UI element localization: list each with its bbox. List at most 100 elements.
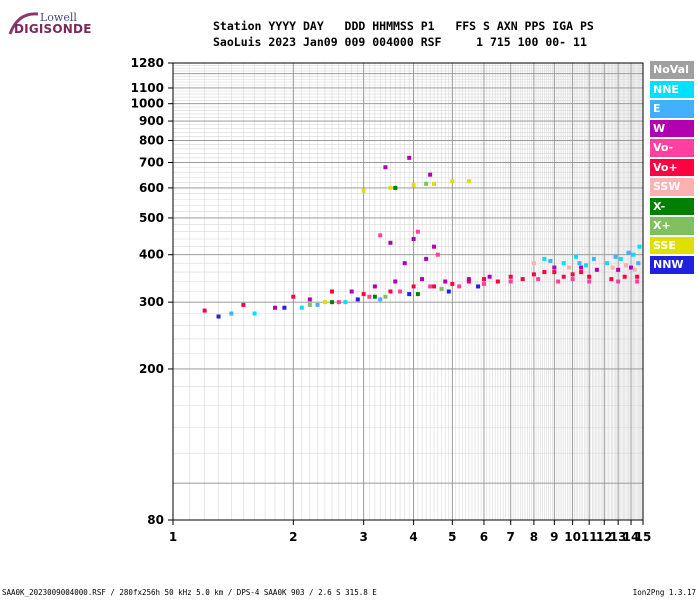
data-point-sse [411,183,416,188]
legend-item-vo-: Vo+ [650,158,694,176]
data-point-vo- [457,284,462,289]
data-point-vo- [330,289,335,294]
data-point-vo- [579,270,584,275]
data-point-nnw [216,314,221,319]
data-point-nnw [282,305,287,310]
data-point-e [613,254,618,259]
data-point-vo- [495,279,500,284]
data-point-w [594,267,599,272]
y-tick-label: 200 [139,362,164,376]
data-point-vo- [411,284,416,289]
data-point-w [466,277,471,282]
data-point-vo- [561,274,566,279]
data-point-x- [439,286,444,291]
footer-version: Ion2Png 1.3.17 [632,588,696,597]
data-point-x- [372,294,377,299]
x-tick-label: 9 [550,530,558,544]
legend-item-e: E [650,100,694,118]
data-point-nne [561,261,566,266]
data-point-vo- [616,279,621,284]
data-point-w [552,265,557,270]
data-point-nnw [355,297,360,302]
data-point-sse [361,188,366,193]
x-tick-label: 7 [507,530,515,544]
data-point-vo- [556,279,561,284]
header-values: SaoLuis 2023 Jan09 009 004000 RSF 1 715 … [213,35,587,49]
data-point-vo- [336,300,341,305]
data-point-vo- [432,284,437,289]
data-point-vo- [481,281,486,286]
data-point-nne [618,256,623,261]
data-point-ssw [623,263,628,268]
data-point-vo- [378,233,383,238]
data-point-x- [424,181,429,186]
data-point-vo- [361,292,366,297]
data-point-w [432,244,437,249]
data-point-vo- [587,274,592,279]
data-point-w [383,165,388,170]
data-point-e [548,259,553,264]
logo-digisonde-text: DIGISONDE [14,22,92,36]
data-point-vo- [435,252,440,257]
y-tick-label: 1280 [131,56,164,70]
data-point-w [402,261,407,266]
data-point-w [407,155,412,160]
y-tick-label: 700 [139,155,164,169]
data-point-w [629,265,634,270]
x-tick-label: 3 [359,530,367,544]
x-tick-label: 14 [623,530,640,544]
x-tick-label: 15 [635,530,652,544]
footer-info: SAA0K_2023009004000.RSF / 280fx256h 50 k… [2,588,377,597]
x-tick-label: 6 [480,530,488,544]
legend-item-sse: SSE [650,236,694,254]
data-point-nne [299,305,304,310]
data-point-x- [330,300,335,305]
x-tick-label: 2 [289,530,297,544]
data-point-vo- [508,279,513,284]
y-tick-label: 400 [139,248,164,262]
data-point-vo- [481,277,486,282]
data-point-w [388,240,393,245]
data-point-vo- [536,277,541,282]
header-labels: Station YYYY DAY DDD HHMMSS P1 FFS S AXN… [213,19,594,33]
data-point-vo- [635,279,640,284]
data-point-e [378,297,383,302]
data-point-sse [432,181,437,186]
data-point-vo- [428,284,433,289]
data-point-x- [415,292,420,297]
data-point-vo- [552,270,557,275]
legend-item-nnw: NNW [650,256,694,274]
y-tick-label: 500 [139,211,164,225]
data-point-nne [252,311,257,316]
data-point-nne [631,252,636,257]
data-point-w [372,284,377,289]
digisonde-logo [6,8,40,44]
data-point-w [349,289,354,294]
data-point-nne [542,256,547,261]
data-point-w [443,279,448,284]
y-tick-label: 600 [139,181,164,195]
data-point-e [626,250,631,255]
logo-swoosh-icon [8,12,39,35]
data-point-nne [637,244,642,249]
data-point-w [487,274,492,279]
data-point-vo- [202,308,207,313]
y-tick-label: 900 [139,114,164,128]
data-point-ssw [610,265,615,270]
x-tick-label: 5 [448,530,456,544]
data-point-e [229,311,234,316]
data-point-vo- [570,277,575,282]
data-point-e [636,261,641,266]
data-point-x- [383,294,388,299]
x-tick-label: 10 [564,530,581,544]
data-point-vo- [635,274,640,279]
data-point-vo- [508,274,513,279]
y-tick-label: 300 [139,295,164,309]
data-point-x- [393,185,398,190]
data-point-w [579,265,584,270]
mode-legend: NoVal NNE E W Vo- Vo+ SSW X- X+ SSE NNW [650,61,694,276]
x-tick-label: 1 [169,530,177,544]
logo-lowell-text: Lowell [40,11,77,24]
y-tick-label: 800 [139,133,164,147]
data-point-nnw [446,289,451,294]
